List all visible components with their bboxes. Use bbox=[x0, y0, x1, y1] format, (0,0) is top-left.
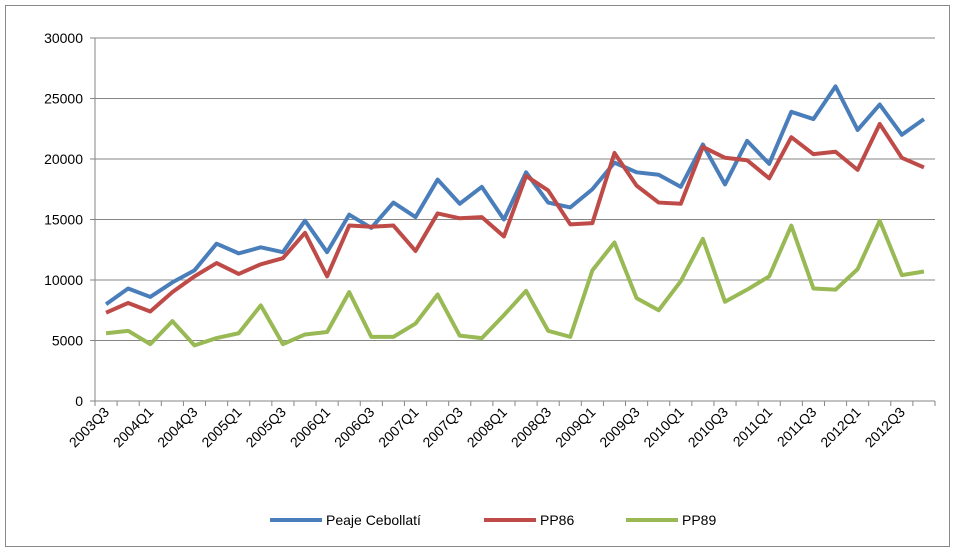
chart-border bbox=[5, 5, 950, 547]
y-tick-label: 15000 bbox=[44, 212, 83, 228]
series-line bbox=[105, 218, 925, 348]
y-tick-label: 5000 bbox=[52, 333, 83, 349]
legend-label: Peaje Cebollatí bbox=[326, 512, 421, 528]
y-tick-label: 25000 bbox=[44, 91, 83, 107]
series-line bbox=[104, 84, 926, 306]
y-tick-label: 20000 bbox=[44, 151, 83, 167]
legend-label: PP89 bbox=[682, 512, 716, 528]
y-tick-label: 10000 bbox=[44, 272, 83, 288]
legend-label: PP86 bbox=[540, 512, 574, 528]
y-tick-label: 0 bbox=[75, 393, 83, 409]
series-line bbox=[105, 121, 925, 315]
y-tick-label: 30000 bbox=[44, 30, 83, 46]
